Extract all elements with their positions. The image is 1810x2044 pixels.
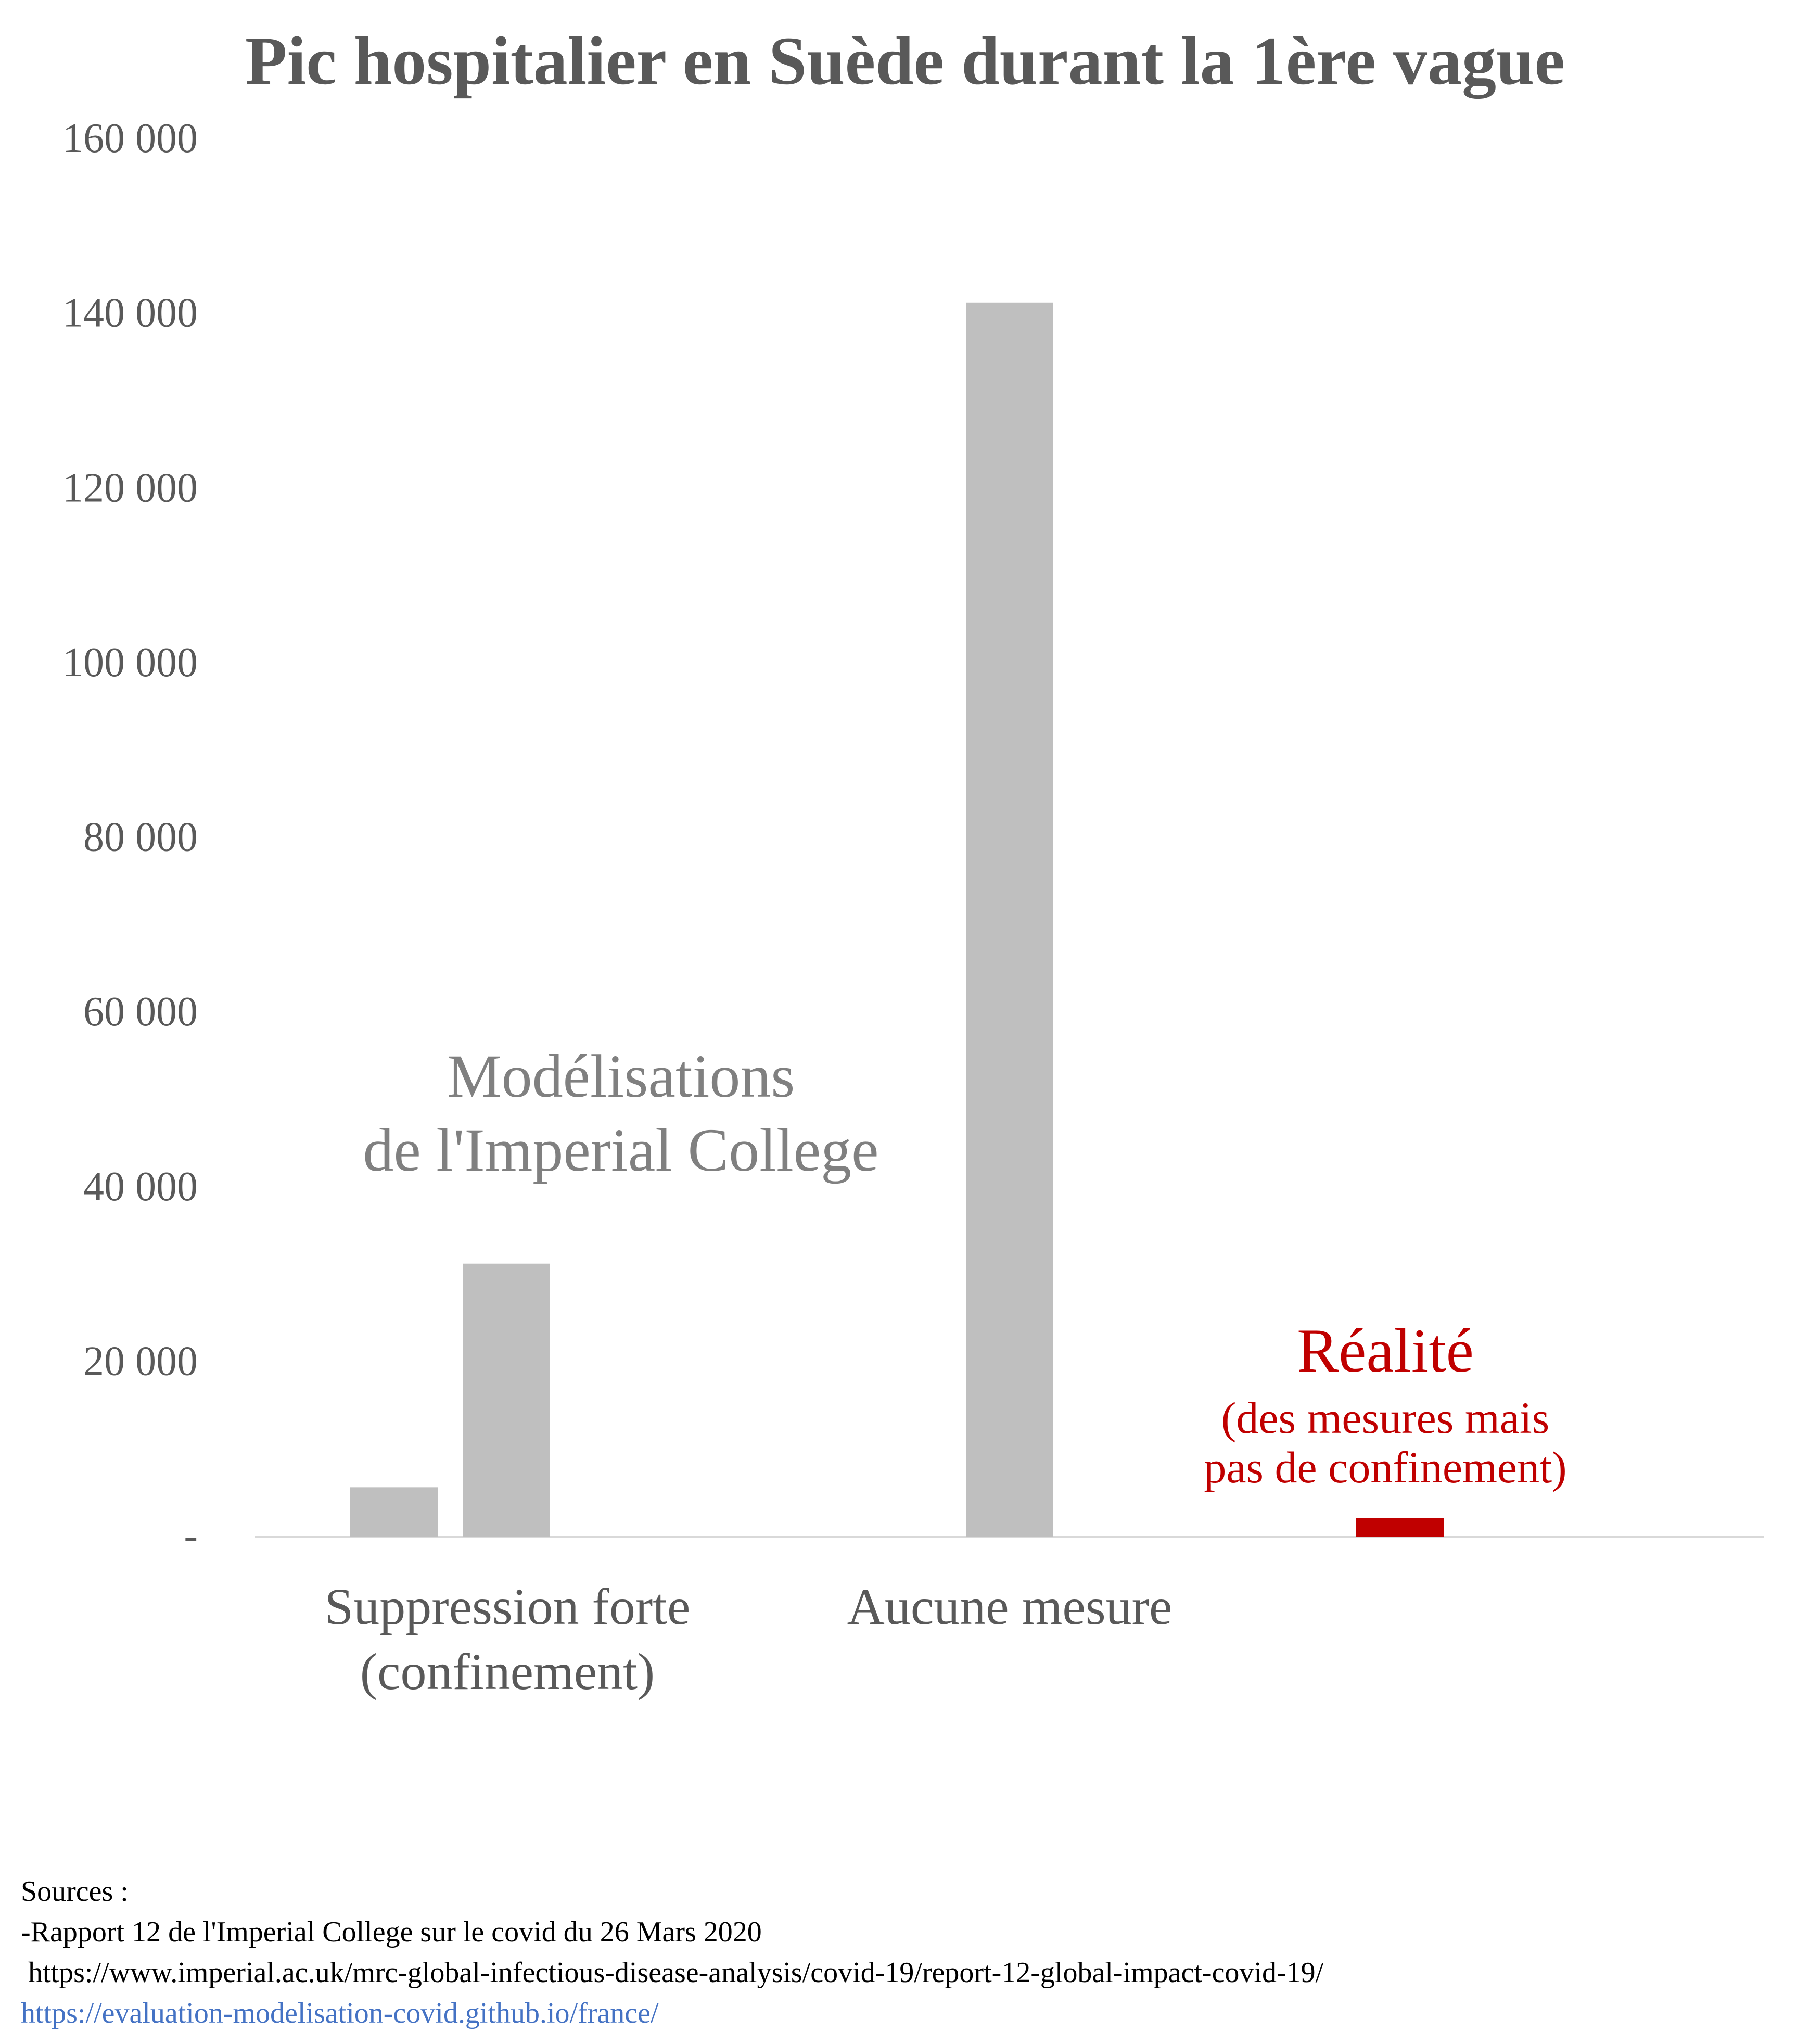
annotation-model-line-0: Modélisations [447,1042,795,1110]
y-tick-label-5: 100 000 [62,640,198,685]
annotation-reality-sub-line-0: (des mesures mais [1221,1393,1550,1443]
sources-block: Sources : -Rapport 12 de l'Imperial Colle… [21,1871,1323,2034]
x-category-label-1-0: Aucune mesure [847,1578,1172,1635]
annotation-model-line-1: de l'Imperial College [363,1116,878,1184]
bar-2 [966,302,1053,1538]
chart-title: Pic hospitalier en Suède durant la 1ère … [245,22,1565,99]
sources-link[interactable]: https://evaluation-modelisation-covid.gi… [21,1997,659,2029]
bar-3 [1356,1518,1444,1537]
y-tick-label-0: - [184,1513,198,1559]
x-axis-labels: Suppression forte (confinement) Aucune mes… [325,1578,1172,1700]
annotation-reality-title: Réalité [1297,1316,1474,1385]
bar-1 [463,1263,550,1537]
x-category-label-0-1: (confinement) [360,1643,655,1700]
sources-heading: Sources : [21,1875,129,1908]
y-tick-label-3: 60 000 [83,989,198,1035]
y-tick-label-2: 40 000 [83,1164,198,1210]
bar-0 [350,1487,438,1537]
y-tick-label-6: 120 000 [62,465,198,511]
bars [350,302,1444,1538]
y-axis-ticks: - 20 000 40 000 60 000 80 000 100 000 120 000 1… [62,116,198,1559]
y-tick-label-4: 80 000 [83,815,198,860]
y-tick-label-8: 160 000 [62,116,198,161]
y-tick-label-1: 20 000 [83,1338,198,1384]
x-category-label-0-0: Suppression forte [325,1578,691,1635]
sources-line-2: https://www.imperial.ac.uk/mrc-global-in… [21,1957,1324,1989]
y-tick-label-7: 140 000 [62,290,198,336]
sources-line-1: -Rapport 12 de l'Imperial College sur le… [21,1916,762,1948]
annotation-reality-sub-line-1: pas de confinement) [1204,1442,1566,1492]
